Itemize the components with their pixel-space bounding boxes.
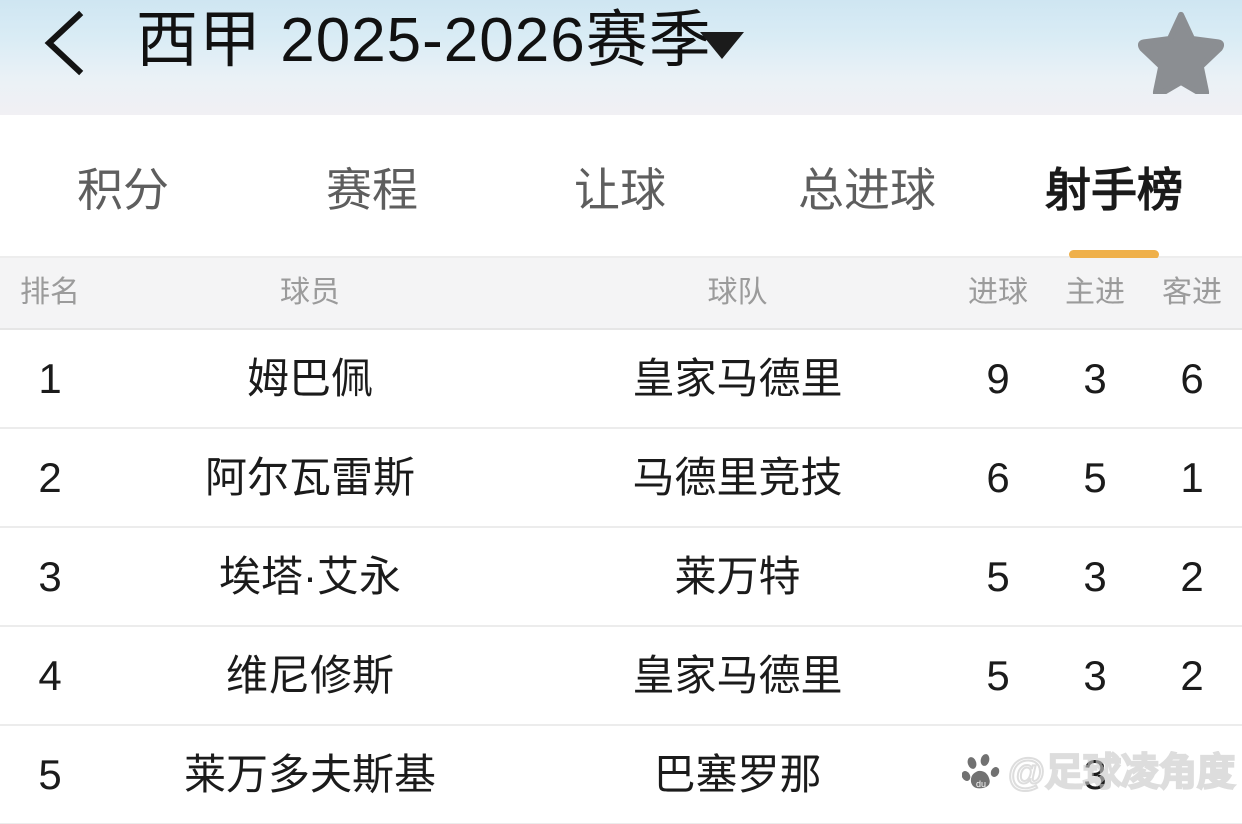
cell-home-goals: 3 — [1083, 553, 1107, 600]
cell-player: 莱万多夫斯基 — [183, 751, 436, 798]
tab-label: 赛程 — [326, 163, 418, 216]
cell-team: 皇家马德里 — [632, 355, 843, 402]
tab-label: 积分 — [77, 163, 169, 216]
cell-home-goals: 3 — [1083, 355, 1107, 402]
column-header-away-goals: 客进 — [1162, 276, 1222, 309]
column-header-home-goals: 主进 — [1065, 276, 1125, 309]
cell-team: 莱万特 — [674, 553, 801, 600]
cell-goals: 5 — [986, 652, 1010, 699]
cell-goals: 5 — [986, 553, 1010, 600]
caret-down-icon[interactable] — [700, 32, 744, 59]
cell-team: 巴塞罗那 — [653, 751, 822, 798]
cell-player: 姆巴佩 — [246, 355, 373, 402]
table-row[interactable]: 2 阿尔瓦雷斯 马德里竞技 6 5 1 — [0, 429, 1242, 528]
column-header-rank: 排名 — [20, 276, 80, 309]
cell-rank: 3 — [38, 553, 62, 600]
column-header-goals: 进球 — [968, 276, 1028, 309]
table-row[interactable]: 5 莱万多夫斯基 巴塞罗那 3 — [0, 726, 1242, 824]
cell-away-goals: 6 — [1180, 355, 1204, 402]
tab-label: 让球 — [574, 163, 666, 216]
app-header: 西甲 2025-2026赛季 — [0, 0, 1242, 115]
cell-away-goals: 1 — [1180, 454, 1204, 501]
tab-handicap[interactable]: 让球 — [531, 115, 709, 258]
table-header-row: 排名 球员 球队 进球 主进 客进 — [0, 258, 1242, 330]
tab-bar: 积分 赛程 让球 总进球 射手榜 — [0, 115, 1242, 259]
table-row[interactable]: 3 埃塔·艾永 莱万特 5 3 2 — [0, 528, 1242, 627]
tab-total-goals[interactable]: 总进球 — [755, 115, 979, 258]
cell-goals: 9 — [986, 355, 1010, 402]
cell-home-goals: 3 — [1083, 751, 1107, 798]
page-title: 西甲 2025-2026赛季 — [136, 6, 712, 75]
column-header-team: 球队 — [707, 276, 768, 309]
chevron-left-icon — [35, 9, 91, 77]
cell-away-goals: 2 — [1180, 553, 1204, 600]
cell-player: 维尼修斯 — [225, 652, 394, 699]
cell-away-goals: 2 — [1180, 652, 1204, 699]
cell-team: 马德里竞技 — [632, 454, 843, 501]
cell-goals: 6 — [986, 454, 1010, 501]
tab-label: 总进球 — [798, 163, 936, 216]
table-row[interactable]: 1 姆巴佩 皇家马德里 9 3 6 — [0, 330, 1242, 429]
cell-player: 阿尔瓦雷斯 — [204, 454, 415, 501]
cell-rank: 4 — [38, 652, 62, 699]
cell-player: 埃塔·艾永 — [219, 553, 401, 600]
cell-rank: 1 — [38, 355, 62, 402]
cell-home-goals: 5 — [1083, 454, 1107, 501]
tab-label: 射手榜 — [1045, 163, 1183, 216]
favorite-star-button[interactable] — [1138, 8, 1224, 94]
cell-rank: 2 — [38, 454, 62, 501]
tab-top-scorers[interactable]: 射手榜 — [1025, 115, 1203, 259]
cell-home-goals: 3 — [1083, 652, 1107, 699]
cell-team: 皇家马德里 — [632, 652, 843, 699]
active-tab-indicator — [1069, 250, 1159, 259]
star-icon — [1138, 8, 1224, 94]
tab-standings[interactable]: 积分 — [34, 115, 212, 258]
tab-fixtures[interactable]: 赛程 — [283, 115, 461, 258]
top-scorers-table: 排名 球员 球队 进球 主进 客进 1 姆巴佩 皇家马德里 9 3 6 2 阿尔… — [0, 258, 1242, 824]
cell-rank: 5 — [38, 751, 62, 798]
back-button[interactable] — [26, 6, 100, 80]
table-row[interactable]: 4 维尼修斯 皇家马德里 5 3 2 — [0, 627, 1242, 726]
column-header-player: 球员 — [280, 276, 340, 309]
